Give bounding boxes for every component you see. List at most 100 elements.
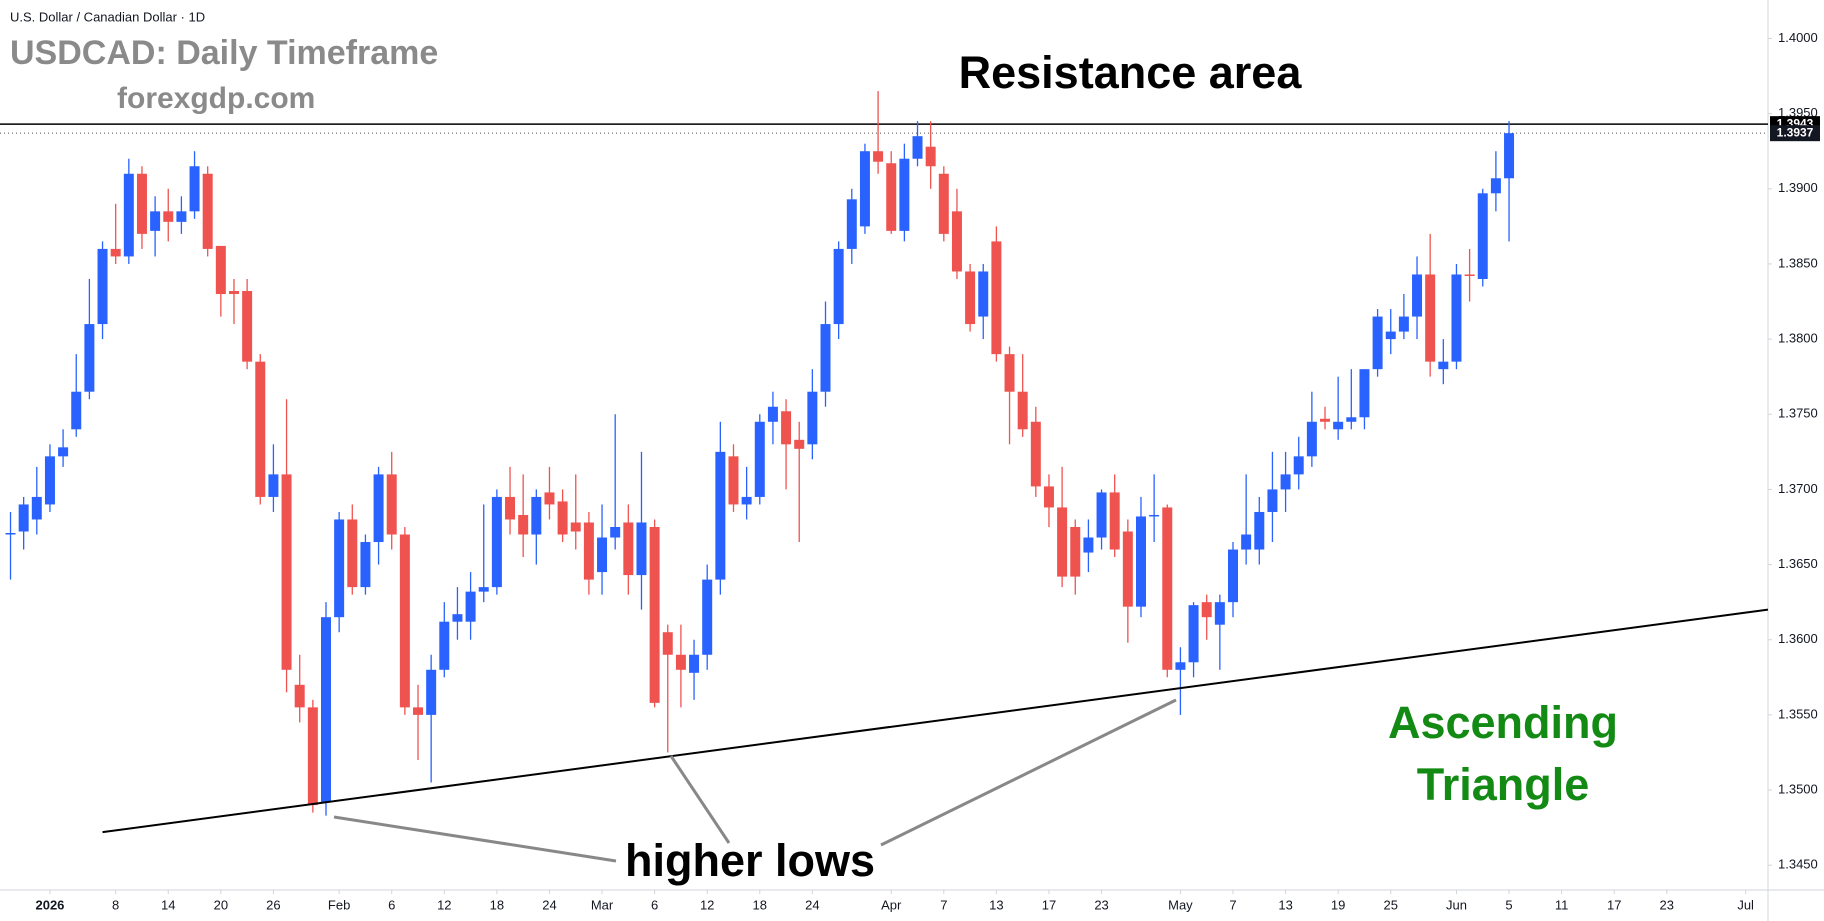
resistance-annotation: Resistance area <box>959 47 1303 98</box>
candle-body <box>307 707 318 806</box>
candle-body <box>649 526 660 703</box>
price-label-box <box>1770 125 1820 142</box>
candle-body <box>491 496 502 588</box>
x-tick-label: 20 <box>214 897 228 912</box>
candle-body <box>610 526 621 538</box>
candle-body <box>1280 474 1291 490</box>
candle-body <box>439 621 450 670</box>
candle-body <box>97 248 108 325</box>
y-tick-label: 1.3700 <box>1778 481 1818 496</box>
candle-body <box>215 245 226 295</box>
candle-body <box>728 456 739 505</box>
candle-body <box>846 199 857 249</box>
candle-body <box>1070 526 1081 577</box>
candle-body <box>754 421 765 497</box>
y-tick-label: 1.3750 <box>1778 406 1818 421</box>
candle-body <box>741 496 752 505</box>
candle-body <box>58 447 69 457</box>
pointer-lines <box>333 698 1177 863</box>
x-tick-label: 24 <box>805 897 819 912</box>
candle-body <box>965 271 976 325</box>
candle-body <box>1398 316 1409 332</box>
candle-body <box>228 291 239 295</box>
x-tick-label: 23 <box>1660 897 1674 912</box>
candle-body <box>1057 507 1068 577</box>
y-tick-label: 1.3550 <box>1778 706 1818 721</box>
candle-body <box>597 537 608 573</box>
x-tick-label: 17 <box>1042 897 1056 912</box>
pointer-line <box>669 755 731 844</box>
candle-body <box>1122 531 1133 607</box>
candle-body <box>886 163 897 231</box>
x-tick-label: 18 <box>753 897 767 912</box>
candle-body <box>1017 391 1028 430</box>
candle-body <box>544 492 555 505</box>
candle-body <box>531 496 542 535</box>
candle-body <box>715 451 726 580</box>
candle-body <box>767 406 778 422</box>
x-tick-label: 11 <box>1555 897 1569 912</box>
x-tick-label: 6 <box>388 897 395 912</box>
candle-body <box>1306 421 1317 457</box>
candle-body <box>347 519 358 588</box>
candle-body <box>1359 369 1370 418</box>
candle-body <box>1096 492 1107 538</box>
candle-body <box>5 533 16 535</box>
x-tick-label: 24 <box>542 897 556 912</box>
y-tick-label: 1.3850 <box>1778 255 1818 270</box>
candle-body <box>1293 456 1304 475</box>
candle-body <box>1438 361 1449 370</box>
x-tick-label: 13 <box>989 897 1003 912</box>
candle-body <box>557 501 568 535</box>
candle-body <box>478 587 489 592</box>
chart-subtitle: forexgdp.com <box>117 82 315 115</box>
y-tick-label: 1.3900 <box>1778 180 1818 195</box>
candle-body <box>820 324 831 392</box>
candle-body <box>951 211 962 272</box>
price-label: 1.3937 <box>1777 125 1814 139</box>
x-tick-label: 2026 <box>35 897 64 912</box>
candle-body <box>689 654 700 673</box>
candle-body <box>623 522 634 576</box>
y-tick-label: 1.4000 <box>1778 30 1818 45</box>
x-tick-label: 12 <box>437 897 451 912</box>
pattern-annotation: Ascending <box>1388 697 1618 748</box>
x-tick-label: 13 <box>1278 897 1292 912</box>
candle-body <box>583 522 594 580</box>
candle-body <box>675 654 686 670</box>
candle-body <box>978 271 989 317</box>
pointer-line <box>880 698 1177 847</box>
candle-body <box>242 291 253 362</box>
candle-body <box>925 146 936 167</box>
candle-body <box>570 522 581 532</box>
plot-area <box>0 91 1769 834</box>
candle-body <box>1346 417 1357 422</box>
candle-body <box>807 391 818 445</box>
candle-body <box>413 707 424 715</box>
candle-body <box>636 522 647 576</box>
x-tick-label: 6 <box>651 897 658 912</box>
candle-body <box>150 211 161 231</box>
y-tick-label: 1.3650 <box>1778 556 1818 571</box>
candle-body <box>294 684 305 708</box>
x-tick-label: 8 <box>112 897 119 912</box>
x-tick-label: 12 <box>700 897 714 912</box>
candle-body <box>1228 549 1238 603</box>
candle-body <box>268 474 279 497</box>
candle-body <box>176 211 187 222</box>
candle-body <box>1385 331 1396 340</box>
candle-body <box>518 514 529 535</box>
x-tick-label: 7 <box>1229 897 1236 912</box>
candle-body <box>1175 662 1186 670</box>
candle-body <box>18 504 29 532</box>
candle-body <box>1188 605 1199 663</box>
candle-body <box>1333 421 1344 430</box>
candle-body <box>794 439 805 449</box>
candle-body <box>202 173 213 249</box>
candle-body <box>31 496 42 520</box>
x-tick-label: 25 <box>1384 897 1398 912</box>
candle-body <box>1490 178 1501 194</box>
candle-body <box>781 411 792 445</box>
